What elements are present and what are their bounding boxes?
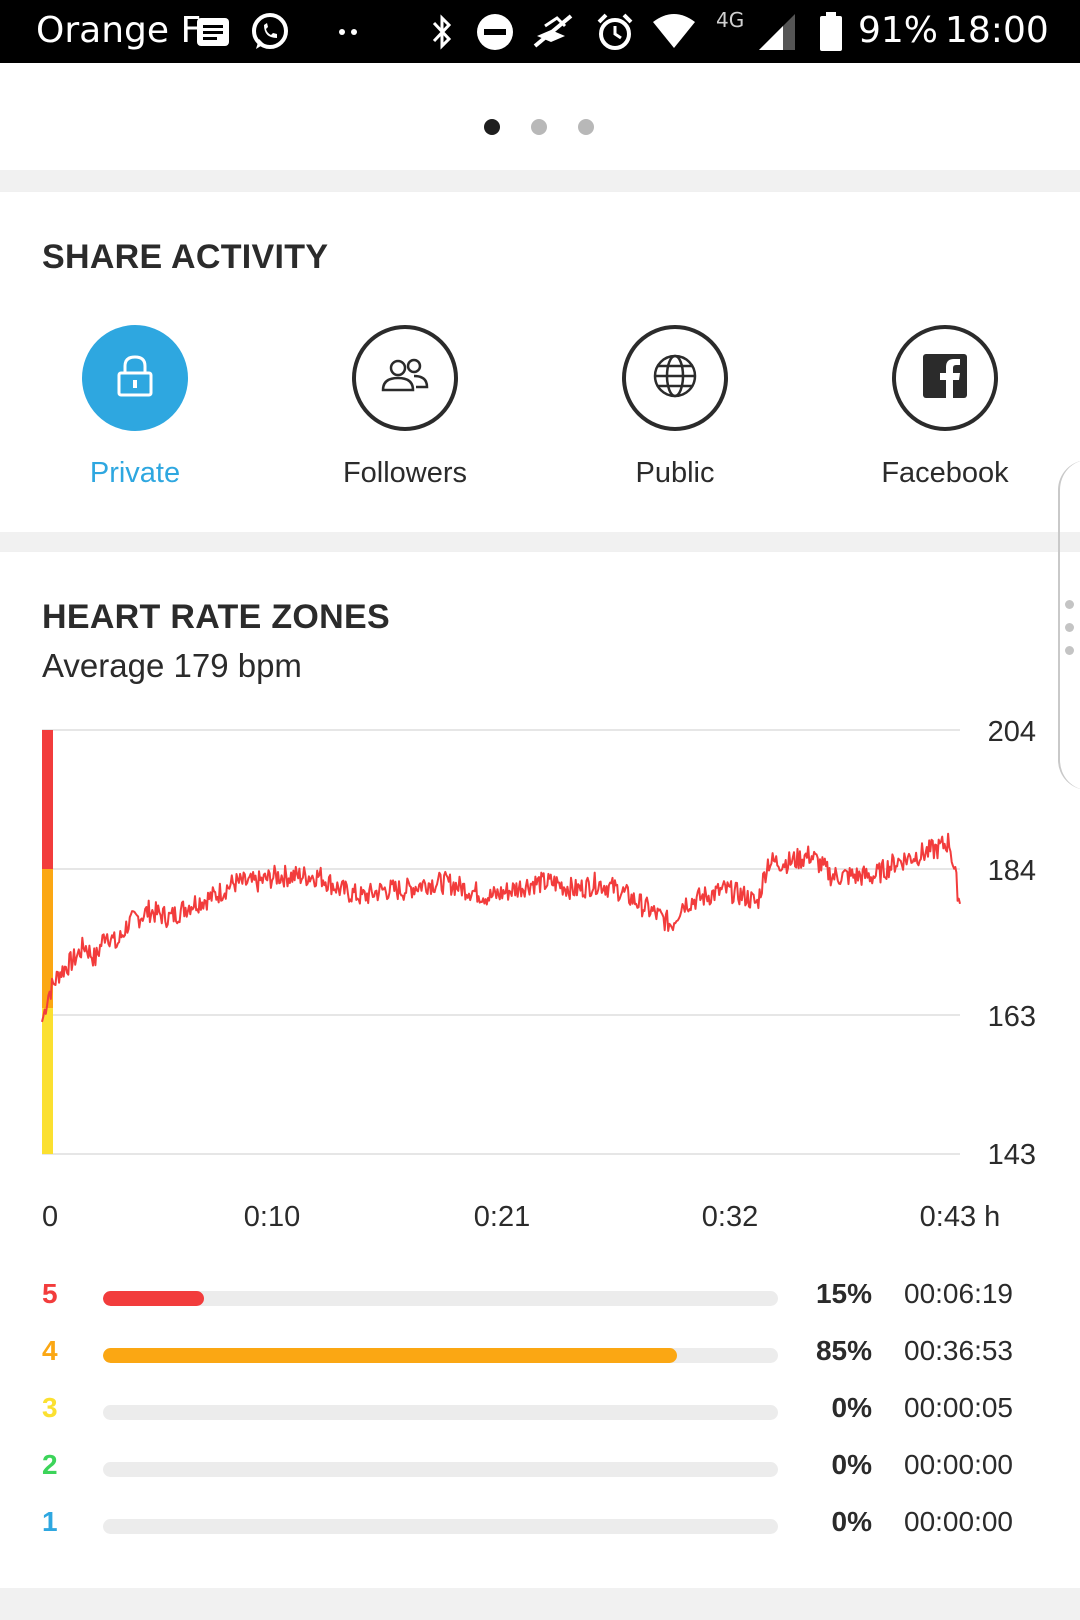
zone-time: 00:36:53 — [904, 1335, 1013, 1366]
zone-progress-track — [103, 1291, 778, 1306]
zone-row-2: 2 0% 00:00:00 — [0, 1449, 1080, 1489]
no-gps-icon — [530, 10, 578, 54]
edge-handle-dot — [1065, 623, 1074, 632]
globe-icon — [650, 351, 700, 405]
heart-rate-line — [41, 832, 961, 1023]
zone-progress-track — [103, 1462, 778, 1477]
clock-time: 18:00 — [945, 10, 1049, 51]
x-tick-label: 0 — [42, 1201, 58, 1233]
share-followers-button[interactable] — [352, 325, 458, 431]
zone-percent: 0% — [831, 1506, 872, 1537]
share-followers-label: Followers — [342, 457, 468, 489]
edge-handle-dot — [1065, 600, 1074, 609]
page-dot-2[interactable] — [531, 119, 547, 135]
y-tick-label: 204 — [988, 716, 1036, 748]
zone-progress-fill — [103, 1348, 677, 1363]
page-dot-1[interactable] — [484, 119, 500, 135]
x-tick-label: 0:21 — [474, 1201, 530, 1233]
share-public-button[interactable] — [622, 325, 728, 431]
zone-time: 00:00:00 — [904, 1449, 1013, 1480]
share-public-label: Public — [635, 457, 715, 489]
share-private-option[interactable]: Private — [35, 325, 235, 490]
status-bar: Orange F 4G 91% 18:00 — [0, 0, 1080, 63]
zone-row-1: 1 0% 00:00:00 — [0, 1506, 1080, 1546]
wifi-icon — [650, 10, 698, 54]
x-tick-label: 0:10 — [244, 1201, 300, 1233]
section-divider — [0, 532, 1080, 552]
zone-progress-track — [103, 1405, 778, 1420]
zone-percent: 85% — [815, 1335, 872, 1366]
message-icon — [193, 10, 233, 54]
zone-percent: 15% — [815, 1278, 872, 1309]
x-tick-label: 0:43 h — [920, 1201, 1001, 1233]
zone-row-5: 5 15% 00:06:19 — [0, 1278, 1080, 1318]
share-facebook-option[interactable]: Facebook — [845, 325, 1045, 490]
page-dot-3[interactable] — [578, 119, 594, 135]
zone-progress-track — [103, 1519, 778, 1534]
zone-percent: 0% — [831, 1449, 872, 1480]
zone-band-4 — [42, 869, 53, 1009]
share-private-button[interactable] — [82, 325, 188, 431]
do-not-disturb-icon — [475, 10, 515, 54]
zone-row-4: 4 85% 00:36:53 — [0, 1335, 1080, 1375]
lock-icon — [113, 353, 157, 403]
edge-panel-handle[interactable] — [1058, 460, 1080, 790]
section-divider — [0, 1588, 1080, 1620]
zone-time: 00:06:19 — [904, 1278, 1013, 1309]
zone-number: 3 — [42, 1392, 58, 1423]
share-facebook-button[interactable] — [892, 325, 998, 431]
y-tick-label: 184 — [988, 855, 1036, 887]
edge-handle-dot — [1065, 646, 1074, 655]
y-tick-label: 143 — [988, 1139, 1036, 1171]
zone-progress-fill — [103, 1291, 205, 1306]
x-tick-label: 0:32 — [702, 1201, 758, 1233]
y-tick-label: 163 — [988, 1001, 1036, 1033]
bluetooth-icon — [428, 10, 456, 54]
zone-time: 00:00:05 — [904, 1392, 1013, 1423]
zone-progress-track — [103, 1348, 778, 1363]
zone-number: 4 — [42, 1335, 58, 1366]
average-heart-rate: Average 179 bpm — [42, 647, 302, 684]
page-indicator — [0, 63, 1080, 171]
zone-row-3: 3 0% 00:00:05 — [0, 1392, 1080, 1432]
zone-number: 1 — [42, 1506, 58, 1537]
heart-rate-chart: 204 184 163 143 0 0:10 0:21 0:32 0:43 h — [41, 716, 1036, 1233]
carrier-name: Orange F — [36, 10, 202, 51]
battery-icon — [816, 10, 846, 54]
share-facebook-label: Facebook — [881, 457, 1009, 489]
zone-band-3 — [42, 1008, 53, 1154]
share-activity-title: SHARE ACTIVITY — [42, 238, 329, 276]
zone-number: 5 — [42, 1278, 58, 1309]
alarm-icon — [593, 10, 637, 54]
zone-number: 2 — [42, 1449, 58, 1480]
network-type: 4G — [716, 8, 745, 32]
followers-icon — [378, 356, 432, 400]
zone-band-5 — [42, 730, 53, 870]
share-public-option[interactable]: Public — [575, 325, 775, 490]
share-followers-option[interactable]: Followers — [305, 325, 505, 490]
section-divider — [0, 170, 1080, 192]
more-dots-icon — [334, 10, 364, 54]
facebook-icon — [922, 353, 968, 403]
zone-time: 00:00:00 — [904, 1506, 1013, 1537]
heart-rate-title: HEART RATE ZONES — [42, 598, 390, 636]
zone-percent: 0% — [831, 1392, 872, 1423]
battery-percent: 91% — [858, 10, 939, 51]
share-private-label: Private — [89, 457, 181, 489]
whatsapp-icon — [248, 10, 292, 54]
signal-icon — [756, 10, 798, 54]
